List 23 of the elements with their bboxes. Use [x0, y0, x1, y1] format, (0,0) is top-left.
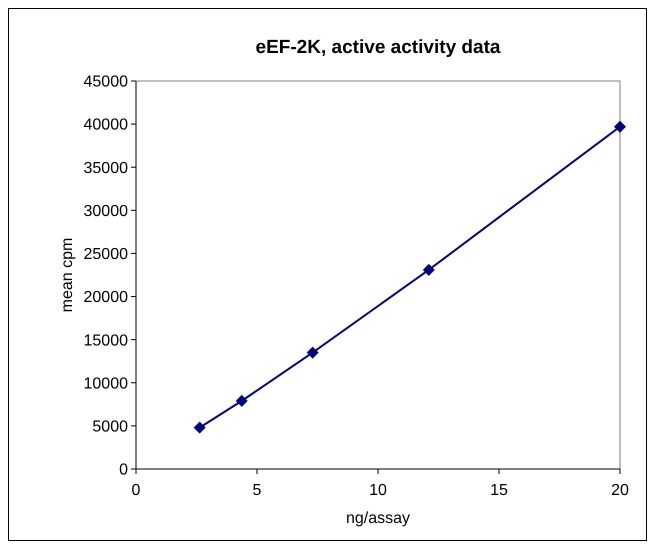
- y-tick-label: 10000: [84, 375, 128, 392]
- x-tick-label: 10: [369, 482, 387, 499]
- y-tick-label: 5000: [92, 418, 128, 436]
- chart-title: eEF-2K, active activity data: [256, 37, 501, 58]
- x-tick-label: 20: [611, 482, 629, 499]
- point: [236, 394, 248, 407]
- x-axis-title: ng/assay: [346, 510, 410, 527]
- y-tick-label: 35000: [84, 160, 128, 177]
- point: [306, 346, 319, 359]
- y-axis-title: mean cpm: [59, 238, 76, 312]
- y-tick-label: 40000: [84, 116, 128, 134]
- y-tick-label: 0: [119, 462, 128, 479]
- y-tick-label: 25000: [84, 246, 128, 264]
- y-tick-label: 15000: [84, 332, 128, 350]
- x-tick-label: 0: [132, 482, 141, 499]
- x-tick-label: 15: [490, 482, 508, 499]
- y-tick-label: 45000: [84, 74, 128, 91]
- y-tick-label: 30000: [84, 202, 128, 220]
- point: [614, 120, 626, 133]
- y-tick-label: 20000: [84, 289, 128, 306]
- x-tick-label: 5: [252, 482, 262, 499]
- point: [194, 422, 206, 434]
- point: [422, 264, 435, 276]
